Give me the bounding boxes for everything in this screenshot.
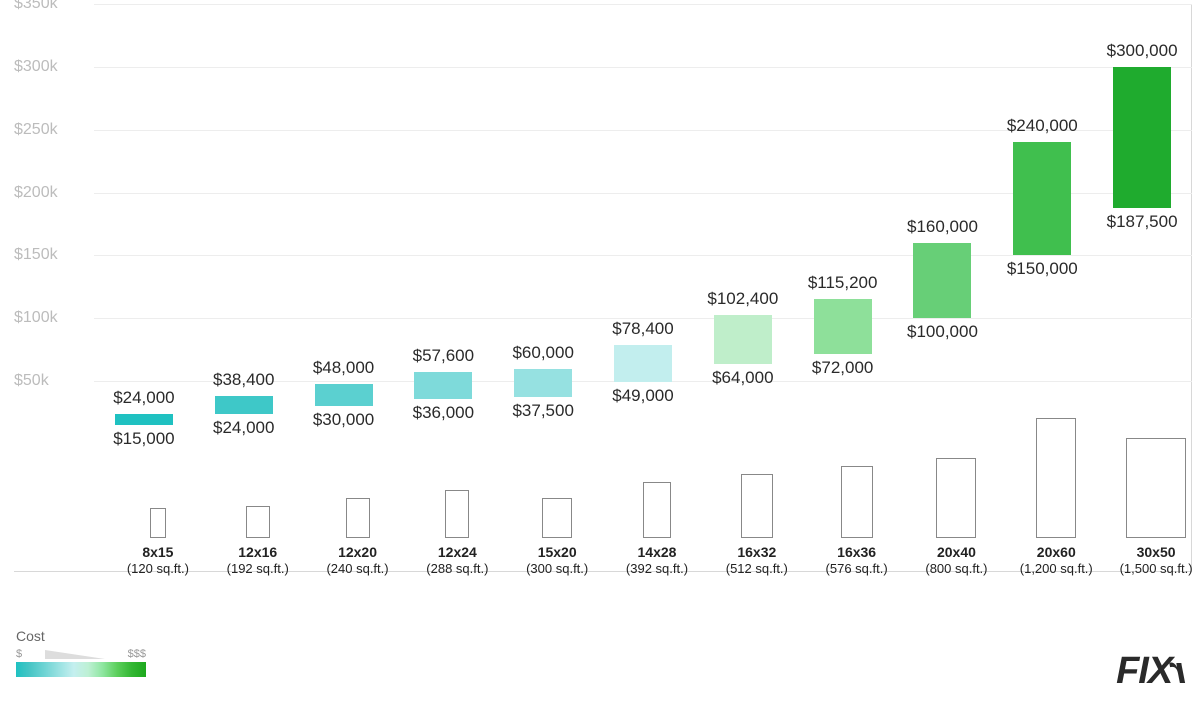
cost-legend: Cost $ $$$: [16, 628, 156, 677]
y-tick-label: $350k: [14, 0, 58, 13]
size-label: 20x40: [907, 544, 1007, 560]
size-sqft-label: (392 sq.ft.): [607, 561, 707, 576]
legend-max: $$$: [128, 648, 146, 660]
size-box-icon: [542, 498, 572, 538]
y-tick-label: $50k: [14, 372, 49, 390]
y-tick-label: $100k: [14, 309, 58, 327]
y-tick: $150k: [14, 255, 94, 256]
bar-high-label: $160,000: [872, 217, 1012, 237]
size-sqft-label: (576 sq.ft.): [807, 561, 907, 576]
y-tick-label: $300k: [14, 58, 58, 76]
logo-text: FIX: [1116, 650, 1172, 692]
cost-bar: [1113, 67, 1171, 208]
chart-container: $50k $100k $150k $200k $250k $300k $350k $24,0…: [14, 4, 1192, 572]
y-axis: $50k $100k $150k $200k $250k $300k $350k: [14, 4, 94, 444]
size-item: 30x50(1,500 sq.ft.): [1106, 454, 1200, 574]
size-box-icon: [445, 490, 469, 538]
size-label: 8x15: [108, 544, 208, 560]
bar-low-label: $49,000: [573, 386, 713, 406]
legend-scale: $ $$$: [16, 648, 146, 660]
bar-low-label: $150,000: [972, 259, 1112, 279]
size-label: 20x60: [1006, 544, 1106, 560]
size-item: 15x20(300 sq.ft.): [507, 454, 607, 574]
bar-high-label: $300,000: [1072, 41, 1200, 61]
size-box-icon: [346, 498, 370, 538]
size-item: 12x16(192 sq.ft.): [208, 454, 308, 574]
size-item: 20x40(800 sq.ft.): [907, 454, 1007, 574]
cost-bar: [315, 384, 373, 407]
bar-high-label: $24,000: [74, 388, 214, 408]
size-sqft-label: (240 sq.ft.): [308, 561, 408, 576]
bar-high-label: $115,200: [773, 273, 913, 293]
size-box-icon: [1036, 418, 1076, 538]
y-tick-label: $250k: [14, 121, 58, 139]
size-item: 16x32(512 sq.ft.): [707, 454, 807, 574]
size-label: 16x36: [807, 544, 907, 560]
size-sqft-label: (1,200 sq.ft.): [1006, 561, 1106, 576]
size-label: 16x32: [707, 544, 807, 560]
size-label: 12x24: [407, 544, 507, 560]
y-tick: $300k: [14, 67, 94, 68]
y-tick: $100k: [14, 318, 94, 319]
legend-wedge-icon: [45, 650, 105, 659]
size-label: 12x20: [308, 544, 408, 560]
cost-bar: [514, 369, 572, 397]
logo-r: r: [1172, 650, 1186, 693]
size-box-icon: [1126, 438, 1186, 538]
bar-low-label: $187,500: [1072, 212, 1200, 232]
size-sqft-label: (192 sq.ft.): [208, 561, 308, 576]
size-box-icon: [841, 466, 873, 538]
size-label: 14x28: [607, 544, 707, 560]
bar-low-label: $100,000: [872, 322, 1012, 342]
bar-high-label: $60,000: [473, 343, 613, 363]
size-item: 12x24(288 sq.ft.): [407, 454, 507, 574]
bar-high-label: $240,000: [972, 116, 1112, 136]
legend-gradient: [16, 662, 146, 677]
size-box-icon: [741, 474, 773, 538]
y-tick-label: $200k: [14, 184, 58, 202]
size-item: 12x20(240 sq.ft.): [308, 454, 408, 574]
y-tick: $200k: [14, 193, 94, 194]
size-item: 16x36(576 sq.ft.): [807, 454, 907, 574]
cost-bar: [1013, 142, 1071, 255]
y-tick: $50k: [14, 381, 94, 382]
size-label: 12x16: [208, 544, 308, 560]
cost-bar: [913, 243, 971, 318]
legend-title: Cost: [16, 628, 156, 644]
y-tick: $350k: [14, 4, 94, 5]
size-box-icon: [936, 458, 976, 538]
size-row: 8x15(120 sq.ft.)12x16(192 sq.ft.)12x20(2…: [108, 454, 1200, 574]
plot-area: $24,000$15,000$38,400$24,000$48,000$30,0…: [94, 4, 1192, 444]
fixr-logo: FIXr: [1116, 650, 1186, 693]
size-item: 8x15(120 sq.ft.): [108, 454, 208, 574]
size-label: 15x20: [507, 544, 607, 560]
y-tick: $250k: [14, 130, 94, 131]
cost-bar: [814, 299, 872, 353]
size-sqft-label: (800 sq.ft.): [907, 561, 1007, 576]
cost-bar: [714, 315, 772, 363]
size-item: 20x60(1,200 sq.ft.): [1006, 454, 1106, 574]
size-sqft-label: (300 sq.ft.): [507, 561, 607, 576]
size-sqft-label: (120 sq.ft.): [108, 561, 208, 576]
size-sqft-label: (1,500 sq.ft.): [1106, 561, 1200, 576]
bar-low-label: $72,000: [773, 358, 913, 378]
size-sqft-label: (288 sq.ft.): [407, 561, 507, 576]
size-box-icon: [246, 506, 270, 538]
size-label: 30x50: [1106, 544, 1200, 560]
cost-bar: [614, 345, 672, 382]
size-sqft-label: (512 sq.ft.): [707, 561, 807, 576]
cost-bar: [115, 414, 173, 425]
size-item: 14x28(392 sq.ft.): [607, 454, 707, 574]
bar-high-label: $78,400: [573, 319, 713, 339]
size-box-icon: [643, 482, 671, 538]
cost-bar: [414, 372, 472, 399]
legend-min: $: [16, 648, 22, 660]
y-tick-label: $150k: [14, 246, 58, 264]
size-box-icon: [150, 508, 166, 538]
cost-bar: [215, 396, 273, 414]
